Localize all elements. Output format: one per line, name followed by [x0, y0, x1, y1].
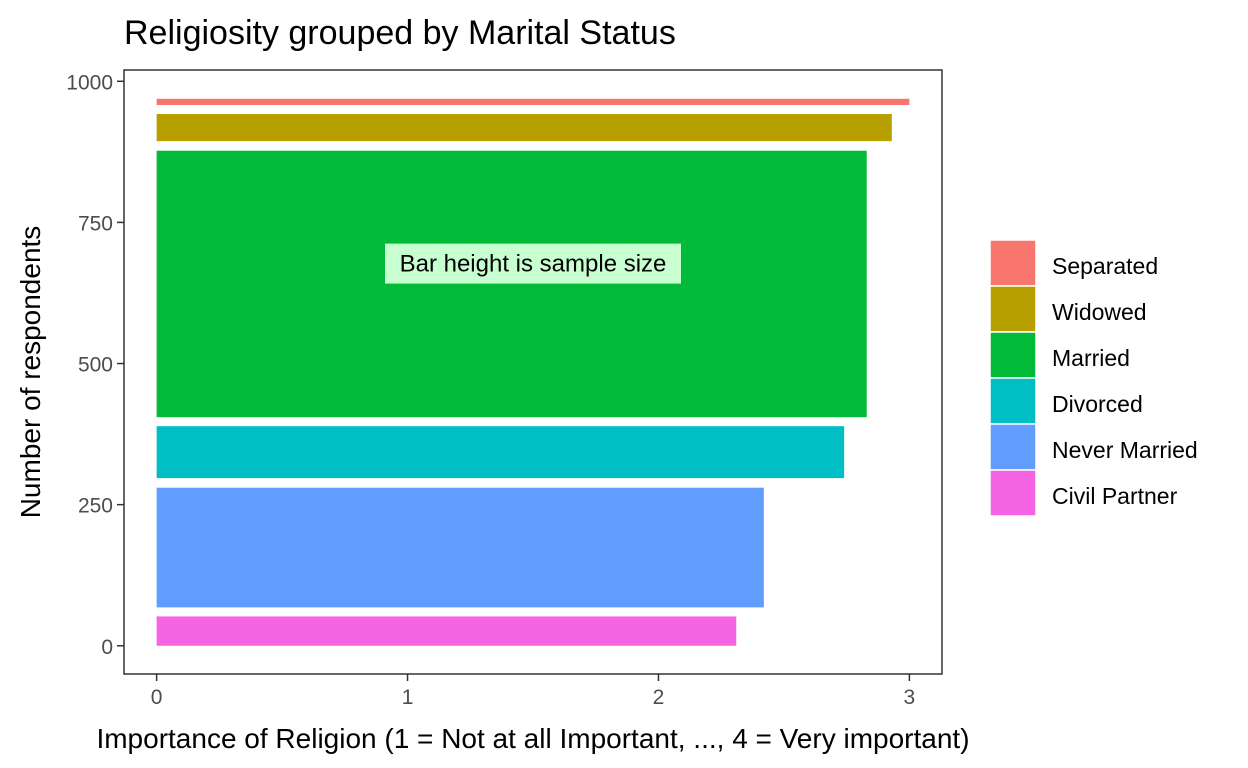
annotation: Bar height is sample size	[385, 243, 681, 284]
legend-label-never-married: Never Married	[1052, 437, 1198, 463]
panel-border	[123, 69, 943, 675]
legend-swatch-married	[989, 331, 1037, 379]
x-tick-label: 2	[653, 686, 665, 709]
y-tick-label: 1000	[66, 71, 113, 94]
annotation-background	[385, 243, 681, 284]
bar-civil-partner	[156, 616, 737, 646]
legend-item-civil-partner: Civil Partner	[989, 469, 1178, 517]
x-tick-label: 3	[904, 686, 916, 709]
plot-panel: Bar height is sample size	[123, 69, 943, 675]
legend-swatch-separated	[989, 239, 1037, 287]
annotation-text: Bar height is sample size	[400, 251, 667, 278]
legend-swatch-civil-partner	[989, 469, 1037, 517]
bar-separated	[156, 98, 910, 105]
legend-item-separated: Separated	[989, 239, 1158, 287]
y-tick-label: 500	[78, 354, 113, 377]
y-tick-label: 0	[101, 636, 113, 659]
bar-never-married	[156, 487, 764, 608]
legend: Separated Widowed Married Divorced Never Mar…	[989, 239, 1198, 517]
legend-label-widowed: Widowed	[1052, 299, 1147, 325]
legend-label-divorced: Divorced	[1052, 391, 1143, 417]
y-axis: 0 250 500 750 1000	[66, 71, 124, 659]
x-axis-title: Importance of Religion (1 = Not at all I…	[96, 723, 969, 754]
legend-item-never-married: Never Married	[989, 423, 1198, 471]
y-tick-label: 750	[78, 212, 113, 235]
legend-swatch-widowed	[989, 285, 1037, 333]
legend-label-separated: Separated	[1052, 253, 1158, 279]
legend-item-divorced: Divorced	[989, 377, 1143, 425]
bar-widowed	[156, 114, 892, 142]
legend-swatch-never-married	[989, 423, 1037, 471]
legend-label-married: Married	[1052, 345, 1130, 371]
bar-married	[156, 150, 867, 418]
chart-title: Religiosity grouped by Marital Status	[124, 14, 676, 52]
legend-item-widowed: Widowed	[989, 285, 1147, 333]
bar-divorced	[156, 426, 845, 479]
y-axis-title: Number of respondents	[15, 226, 46, 519]
x-tick-label: 0	[151, 686, 163, 709]
x-tick-label: 1	[402, 686, 414, 709]
legend-item-married: Married	[989, 331, 1130, 379]
y-tick-label: 250	[78, 495, 113, 518]
x-axis: 0 1 2 3	[151, 674, 915, 709]
legend-label-civil-partner: Civil Partner	[1052, 483, 1178, 509]
legend-swatch-divorced	[989, 377, 1037, 425]
